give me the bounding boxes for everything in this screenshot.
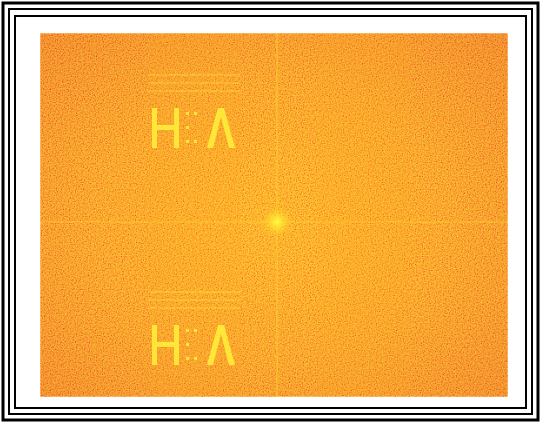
framed-image	[0, 0, 541, 423]
page	[0, 0, 541, 423]
spectrum-image	[40, 33, 541, 397]
